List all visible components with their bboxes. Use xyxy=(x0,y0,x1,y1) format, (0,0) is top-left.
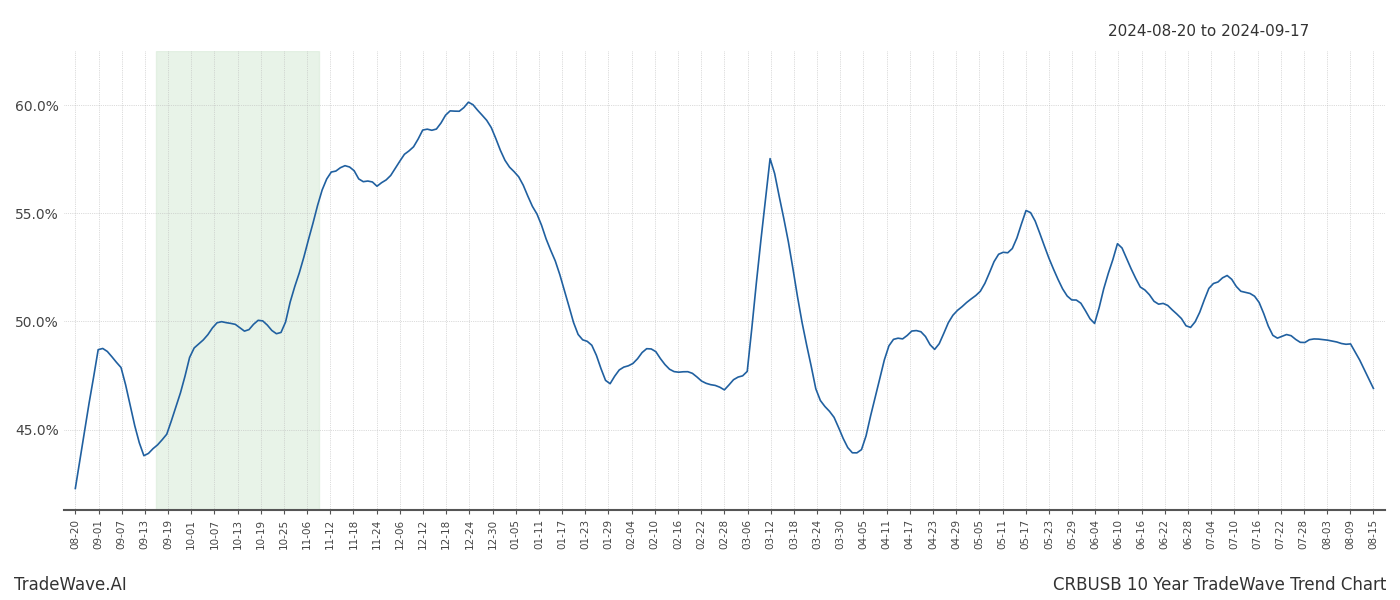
Text: 2024-08-20 to 2024-09-17: 2024-08-20 to 2024-09-17 xyxy=(1107,24,1309,39)
Text: TradeWave.AI: TradeWave.AI xyxy=(14,576,127,594)
Text: CRBUSB 10 Year TradeWave Trend Chart: CRBUSB 10 Year TradeWave Trend Chart xyxy=(1053,576,1386,594)
Bar xyxy=(157,51,319,510)
